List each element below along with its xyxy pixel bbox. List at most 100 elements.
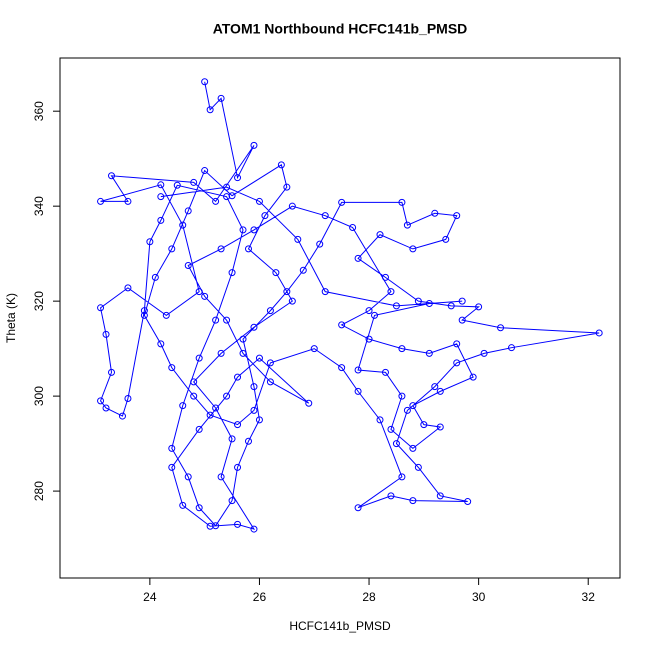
data-point bbox=[97, 304, 105, 312]
data-point bbox=[365, 307, 373, 315]
data-point bbox=[217, 245, 225, 253]
data-point bbox=[140, 307, 148, 315]
chart-title: ATOM1 Northbound HCFC141b_PMSD bbox=[213, 21, 468, 37]
data-point bbox=[288, 202, 296, 210]
data-point bbox=[179, 402, 187, 410]
data-point bbox=[97, 397, 105, 405]
data-point bbox=[140, 311, 148, 319]
data-point bbox=[162, 311, 170, 319]
data-point bbox=[239, 226, 247, 234]
y-tick-label: 320 bbox=[32, 291, 46, 311]
data-point bbox=[157, 340, 165, 348]
data-point bbox=[283, 183, 291, 191]
data-point bbox=[469, 373, 477, 381]
data-point bbox=[381, 368, 389, 376]
data-point bbox=[398, 345, 406, 353]
y-tick-label: 280 bbox=[32, 481, 46, 501]
data-point bbox=[458, 316, 466, 324]
data-point bbox=[206, 411, 214, 419]
data-point bbox=[217, 349, 225, 357]
data-point bbox=[244, 437, 252, 445]
data-point bbox=[480, 349, 488, 357]
data-point bbox=[266, 378, 274, 386]
data-point bbox=[403, 221, 411, 229]
data-point bbox=[266, 359, 274, 367]
data-point bbox=[354, 504, 362, 512]
y-axis-label: Theta (K) bbox=[4, 293, 18, 343]
data-point bbox=[234, 373, 242, 381]
data-point bbox=[305, 399, 313, 407]
data-point bbox=[228, 192, 236, 200]
data-point bbox=[398, 473, 406, 481]
data-point bbox=[261, 212, 269, 220]
data-point bbox=[392, 302, 400, 310]
data-point bbox=[409, 245, 417, 253]
data-point bbox=[387, 492, 395, 500]
data-point bbox=[108, 172, 116, 180]
data-point bbox=[244, 245, 252, 253]
data-point bbox=[234, 174, 242, 182]
data-point bbox=[354, 366, 362, 374]
data-point bbox=[371, 311, 379, 319]
data-point bbox=[376, 416, 384, 424]
data-point bbox=[255, 416, 263, 424]
x-tick-label: 28 bbox=[362, 590, 376, 604]
data-point bbox=[228, 269, 236, 277]
data-point bbox=[354, 254, 362, 262]
plot-frame bbox=[59, 57, 621, 579]
data-point bbox=[190, 392, 198, 400]
data-point bbox=[288, 297, 296, 305]
data-point bbox=[464, 498, 472, 506]
data-point bbox=[234, 520, 242, 528]
data-point bbox=[425, 349, 433, 357]
data-point bbox=[223, 392, 231, 400]
data-point bbox=[250, 141, 258, 149]
data-point bbox=[124, 284, 132, 292]
data-point bbox=[436, 423, 444, 431]
x-tick-label: 26 bbox=[253, 590, 267, 604]
data-point bbox=[409, 402, 417, 410]
data-point bbox=[217, 94, 225, 102]
data-point bbox=[195, 425, 203, 433]
data-point bbox=[398, 392, 406, 400]
data-point bbox=[168, 444, 176, 452]
data-point bbox=[442, 235, 450, 243]
data-point bbox=[201, 78, 209, 86]
data-point bbox=[414, 463, 422, 471]
data-point bbox=[420, 421, 428, 429]
data-point bbox=[414, 297, 422, 305]
data-point bbox=[403, 406, 411, 414]
x-axis-label: HCFC141b_PMSD bbox=[289, 619, 391, 633]
data-point bbox=[508, 344, 516, 352]
data-point bbox=[376, 231, 384, 239]
data-point bbox=[223, 316, 231, 324]
data-line bbox=[99, 81, 600, 530]
data-point bbox=[310, 345, 318, 353]
data-point bbox=[266, 307, 274, 315]
data-point bbox=[168, 364, 176, 372]
data-point bbox=[157, 216, 165, 224]
data-point bbox=[228, 435, 236, 443]
data-point bbox=[453, 359, 461, 367]
data-point bbox=[250, 226, 258, 234]
data-point bbox=[184, 473, 192, 481]
data-point bbox=[212, 316, 220, 324]
data-point bbox=[223, 183, 231, 191]
data-point bbox=[436, 492, 444, 500]
data-point bbox=[338, 321, 346, 329]
data-point bbox=[387, 425, 395, 433]
data-point bbox=[151, 273, 159, 281]
data-point bbox=[365, 335, 373, 343]
data-point bbox=[398, 198, 406, 206]
data-point bbox=[124, 394, 132, 402]
data-point bbox=[234, 421, 242, 429]
data-point bbox=[277, 161, 285, 169]
data-point bbox=[102, 404, 110, 412]
data-point bbox=[387, 288, 395, 296]
data-point bbox=[206, 522, 214, 530]
data-point bbox=[316, 240, 324, 248]
data-point bbox=[97, 197, 105, 205]
data-point bbox=[453, 212, 461, 220]
data-point bbox=[173, 181, 181, 189]
